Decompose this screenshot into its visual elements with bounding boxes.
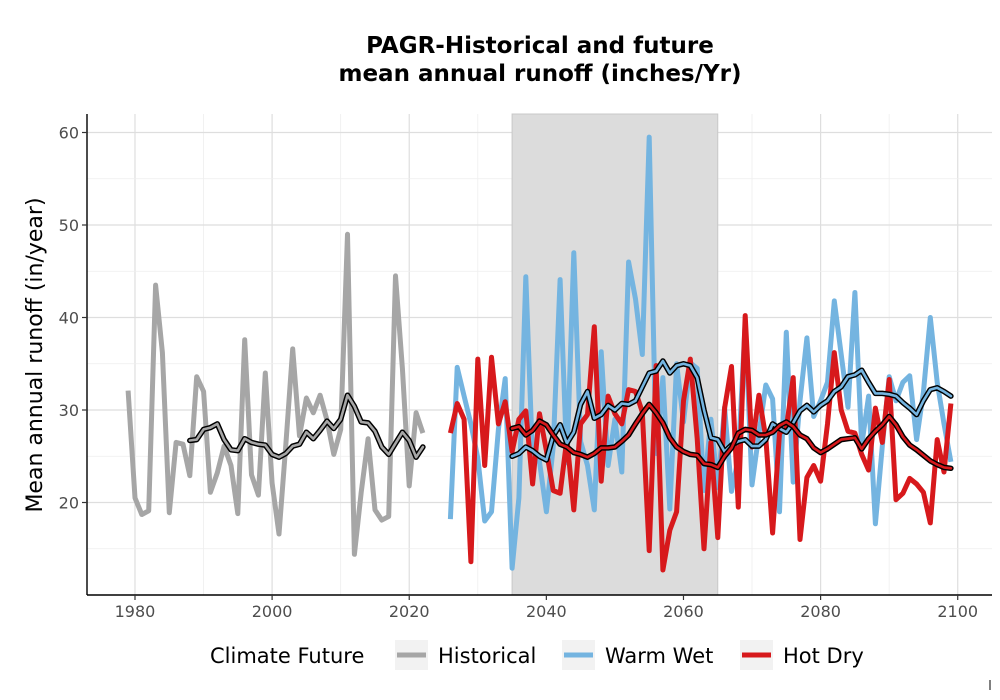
y-tick-label: 60 [59, 124, 79, 143]
series-hot-dry-10-yr-moving-average [510, 403, 953, 470]
x-tick-label: 2060 [663, 602, 704, 621]
legend-item-warm-wet: Warm Wet [562, 640, 713, 670]
x-tick-label: 2080 [800, 602, 841, 621]
legend-label-hot-dry: Hot Dry [783, 644, 864, 668]
legend-label-warm-wet: Warm Wet [605, 644, 713, 668]
y-tick-label: 50 [59, 216, 79, 235]
shaded-period [511, 113, 719, 596]
legend: Climate Future Historical Warm Wet Hot Dry [210, 640, 864, 670]
y-tick-label: 40 [59, 309, 79, 328]
series-hot-dry [447, 313, 954, 573]
tick-labels: 1980 2000 2020 2040 2060 2080 2100 20 30 40 50 60 [59, 124, 978, 622]
legend-item-hot-dry: Hot Dry [740, 640, 864, 670]
y-tick-label: 30 [59, 401, 79, 420]
legend-items: Historical Warm Wet Hot Dry [395, 640, 864, 670]
x-tick-label: 2040 [526, 602, 567, 621]
legend-item-historical: Historical [395, 640, 536, 670]
y-axis-label: Mean annual runoff (in/year) [23, 197, 48, 512]
series-historical [125, 231, 426, 557]
x-tick-label: 2000 [252, 602, 293, 621]
series-layer [125, 134, 954, 573]
x-tick-label: 1980 [115, 602, 156, 621]
chart-title: PAGR-Historical and future [366, 33, 714, 59]
series-historical-10-yr-moving-average [188, 393, 425, 459]
x-tick-label: 2020 [389, 602, 430, 621]
legend-label-historical: Historical [438, 644, 536, 668]
legend-title: Climate Future [210, 644, 364, 668]
y-tick-label: 20 [59, 494, 79, 513]
x-tick-label: 2100 [937, 602, 978, 621]
axes [86, 114, 992, 596]
chart-subtitle: mean annual runoff (inches/Yr) [338, 61, 741, 87]
